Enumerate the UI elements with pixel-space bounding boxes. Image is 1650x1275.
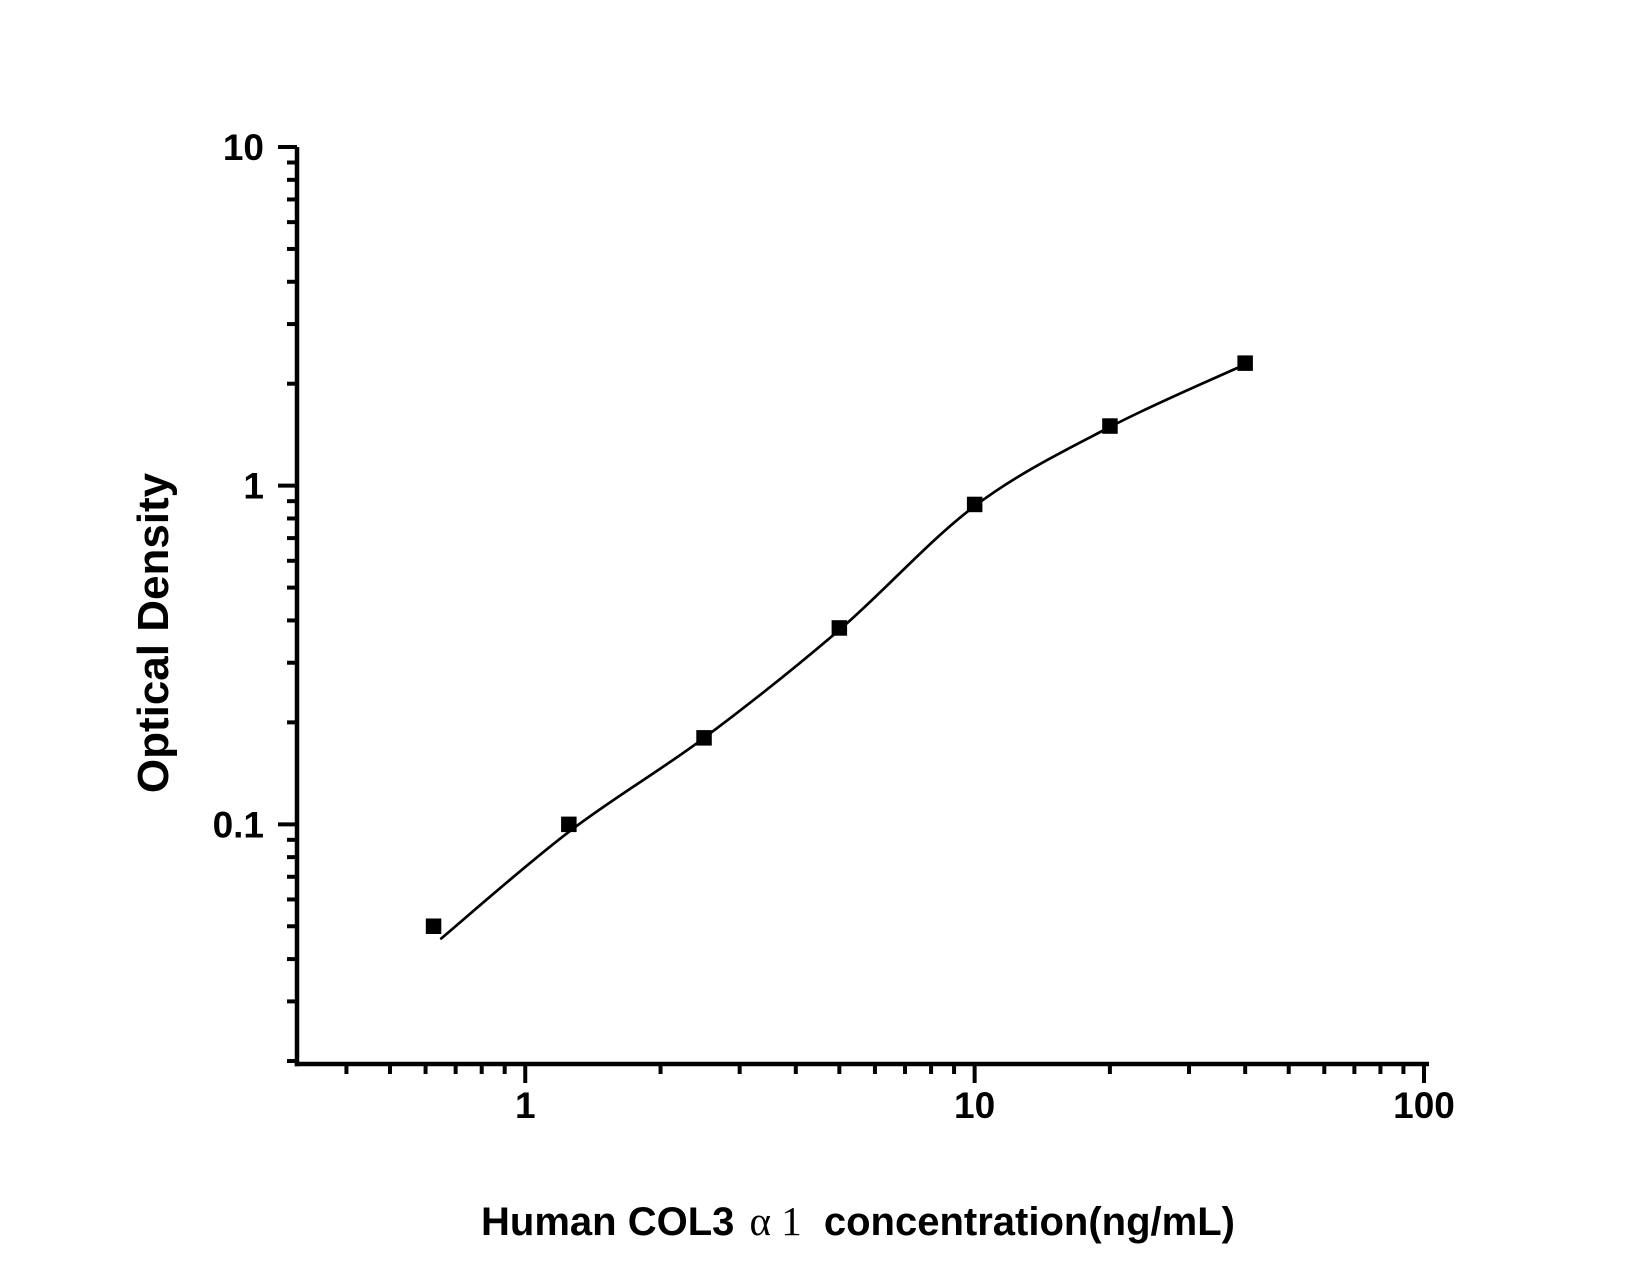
x-axis-tick-label: 10 xyxy=(954,1085,995,1126)
data-point-marker xyxy=(561,816,577,833)
y-axis-tick-label: 0.1 xyxy=(213,804,264,845)
y-axis-tick-label: 10 xyxy=(223,127,264,168)
data-point-markers xyxy=(425,355,1253,934)
data-point-marker xyxy=(966,496,983,513)
y-axis-tick-label: 1 xyxy=(243,466,264,507)
y-axis-ticks xyxy=(278,145,297,1064)
data-point-marker xyxy=(425,918,442,934)
x-axis-tick-label: 1 xyxy=(515,1085,536,1126)
x-axis-title-alpha: α 1 xyxy=(750,1198,802,1244)
x-axis-title-suffix: concentration(ng/mL) xyxy=(824,1200,1235,1244)
data-point-marker xyxy=(696,730,712,746)
plot-area: 1 10 100 0.1 1 10 xyxy=(213,127,1455,1126)
x-axis-title: Human COL3 α 1 concentration(ng/mL) xyxy=(481,1198,1235,1244)
data-point-marker xyxy=(1237,355,1253,371)
y-axis-tick-labels: 0.1 1 10 xyxy=(213,127,264,845)
x-axis-tick-labels: 1 10 100 xyxy=(515,1085,1455,1126)
y-axis-title: Optical Density xyxy=(129,472,178,793)
data-point-marker xyxy=(831,620,848,636)
data-point-marker xyxy=(1102,418,1118,434)
x-axis-tick-label: 100 xyxy=(1393,1085,1455,1126)
x-axis-title-prefix: Human COL3 xyxy=(481,1200,734,1244)
x-axis-ticks xyxy=(344,1064,1426,1083)
